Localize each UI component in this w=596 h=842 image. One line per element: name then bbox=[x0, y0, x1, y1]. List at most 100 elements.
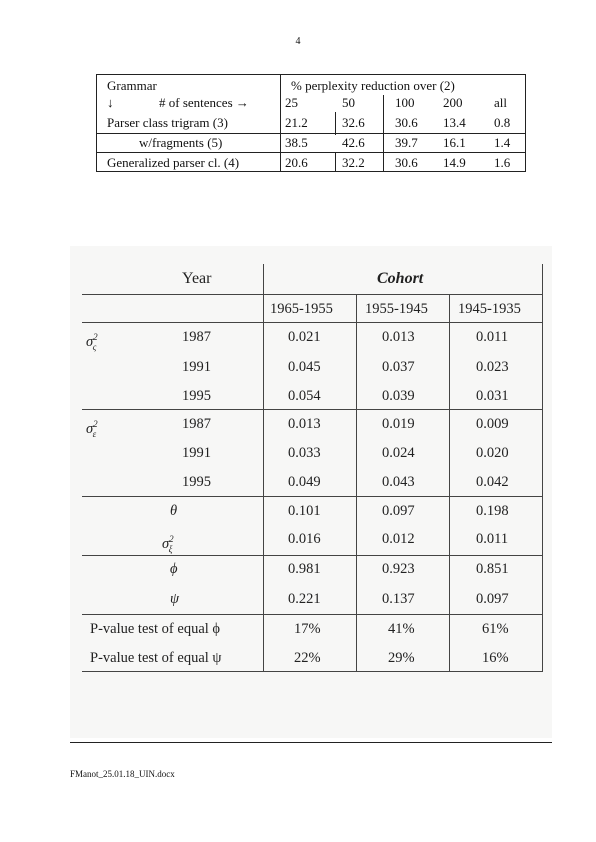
cell-value: 20.6 bbox=[285, 155, 308, 170]
cell-value: 21.2 bbox=[285, 115, 308, 130]
row-rule bbox=[82, 614, 543, 615]
cell-value: 13.4 bbox=[443, 115, 466, 130]
year-cell: 1987 bbox=[182, 329, 211, 345]
cell-value: 0.137 bbox=[382, 591, 415, 607]
cell-value: 61% bbox=[482, 621, 509, 637]
cell-value: 30.6 bbox=[395, 115, 418, 130]
psi-symbol: ψ bbox=[170, 591, 180, 607]
cell-value: 29% bbox=[388, 650, 415, 666]
cell-value: 39.7 bbox=[395, 135, 418, 150]
cell-value: 0.011 bbox=[476, 329, 509, 345]
grammar-header: Grammar bbox=[107, 78, 157, 93]
column-rule bbox=[335, 152, 336, 171]
perplexity-table: Grammar % perplexity reduction over (2) … bbox=[96, 74, 526, 172]
cell-value: 0.009 bbox=[476, 416, 509, 432]
column-rule bbox=[263, 264, 264, 672]
row-label: w/fragments (5) bbox=[139, 135, 223, 150]
page-number: 4 bbox=[295, 36, 301, 47]
cell-value: 0.039 bbox=[382, 388, 415, 404]
sigma-xi-symbol: σ2ξ bbox=[162, 534, 174, 554]
column-rule bbox=[280, 75, 281, 171]
row-rule bbox=[97, 152, 525, 153]
cell-value: 0.013 bbox=[288, 416, 321, 432]
cell-value: 42.6 bbox=[342, 135, 365, 150]
column-rule bbox=[542, 264, 543, 672]
cell-value: 0.981 bbox=[288, 561, 321, 577]
cohort-header: Cohort bbox=[377, 270, 424, 287]
footer-filename: FManot_25.01.18_UIN.docx bbox=[70, 769, 175, 779]
column-rule bbox=[335, 112, 336, 135]
year-cell: 1991 bbox=[182, 359, 211, 375]
cell-value: 0.033 bbox=[288, 445, 321, 461]
cell-value: 0.049 bbox=[288, 474, 321, 490]
cell-value: 0.011 bbox=[476, 531, 509, 547]
perplexity-header: % perplexity reduction over (2) bbox=[291, 78, 455, 93]
col-header: all bbox=[494, 95, 507, 110]
cell-value: 0.019 bbox=[382, 416, 415, 432]
year-cell: 1995 bbox=[182, 388, 211, 404]
pvalue-psi-label: P-value test of equal ψ bbox=[90, 650, 222, 666]
cell-value: 0.097 bbox=[476, 591, 509, 607]
year-cell: 1987 bbox=[182, 416, 211, 432]
cell-value: 0.023 bbox=[476, 359, 509, 375]
row-rule bbox=[82, 496, 543, 497]
cell-value: 1.4 bbox=[494, 135, 511, 150]
cell-value: 1.6 bbox=[494, 155, 511, 170]
cell-value: 0.042 bbox=[476, 474, 509, 490]
cell-value: 16% bbox=[482, 650, 509, 666]
cell-value: 0.8 bbox=[494, 115, 511, 130]
cell-value: 0.024 bbox=[382, 445, 415, 461]
cell-value: 0.013 bbox=[382, 329, 415, 345]
cell-value: 22% bbox=[294, 650, 321, 666]
cell-value: 0.016 bbox=[288, 531, 321, 547]
row-rule bbox=[82, 409, 543, 410]
row-label: Parser class trigram (3) bbox=[107, 115, 228, 130]
col-header: 1955-1945 bbox=[365, 301, 428, 317]
cell-value: 14.9 bbox=[443, 155, 466, 170]
footer-rule bbox=[70, 742, 552, 743]
cell-value: 0.012 bbox=[382, 531, 415, 547]
cell-value: 30.6 bbox=[395, 155, 418, 170]
col-header: 100 bbox=[395, 95, 415, 110]
phi-symbol: ϕ bbox=[170, 561, 178, 577]
col-header: 50 bbox=[342, 95, 355, 110]
cell-value: 0.054 bbox=[288, 388, 321, 404]
cell-value: 0.101 bbox=[288, 503, 321, 519]
cell-value: 0.221 bbox=[288, 591, 321, 607]
cell-value: 0.851 bbox=[476, 561, 509, 577]
cell-value: 0.020 bbox=[476, 445, 509, 461]
theta-symbol: θ bbox=[170, 503, 178, 519]
row-rule bbox=[82, 322, 543, 323]
cell-value: 41% bbox=[388, 621, 415, 637]
cell-value: 32.6 bbox=[342, 115, 365, 130]
cell-value: 0.198 bbox=[476, 503, 509, 519]
col-header: 200 bbox=[443, 95, 463, 110]
year-cell: 1995 bbox=[182, 474, 211, 490]
col-header: 1945-1935 bbox=[458, 301, 521, 317]
row-rule bbox=[82, 671, 543, 672]
cell-value: 0.043 bbox=[382, 474, 415, 490]
col-header: 1965-1955 bbox=[270, 301, 333, 317]
cell-value: 0.045 bbox=[288, 359, 321, 375]
year-cell: 1991 bbox=[182, 445, 211, 461]
cell-value: 0.037 bbox=[382, 359, 415, 375]
down-arrow-icon: ↓ bbox=[107, 95, 114, 110]
cell-value: 32.2 bbox=[342, 155, 365, 170]
cell-value: 16.1 bbox=[443, 135, 466, 150]
cell-value: 0.097 bbox=[382, 503, 415, 519]
cell-value: 38.5 bbox=[285, 135, 308, 150]
scanned-table-background bbox=[70, 246, 552, 738]
year-header: Year bbox=[182, 270, 212, 287]
cell-value: 0.021 bbox=[288, 329, 321, 345]
cell-value: 0.031 bbox=[476, 388, 509, 404]
column-rule bbox=[449, 294, 450, 672]
sentences-label: # of sentences → bbox=[159, 95, 249, 110]
cell-value: 0.923 bbox=[382, 561, 415, 577]
row-rule bbox=[82, 294, 543, 295]
pvalue-phi-label: P-value test of equal ϕ bbox=[90, 621, 221, 637]
sigma-zeta-symbol: σ2ς bbox=[86, 332, 98, 352]
row-rule bbox=[82, 555, 543, 556]
sigma-epsilon-symbol: σ2ε bbox=[86, 419, 98, 439]
col-header: 25 bbox=[285, 95, 298, 110]
row-label: Generalized parser cl. (4) bbox=[107, 155, 240, 170]
